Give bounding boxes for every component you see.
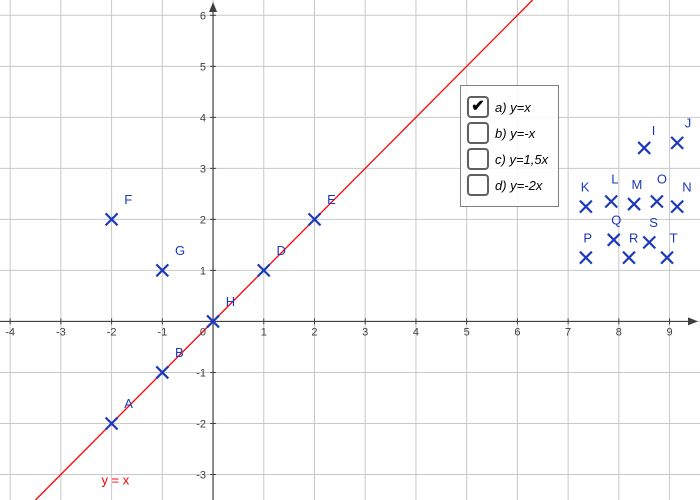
- chart-svg[interactable]: -4 -3 -2 -1 1 2 3 4 5 6 7 8 9 -3 -2 -1 1 2 3 4 5 6 0 y = x A B D E F…: [0, 0, 700, 500]
- x-tick-label: 2: [311, 326, 317, 338]
- x-tick-label: 1: [261, 326, 267, 338]
- point-label-O: O: [657, 172, 667, 187]
- y-tick-label: 4: [200, 112, 206, 124]
- point-label-D: D: [276, 243, 285, 258]
- point-label-L: L: [611, 172, 618, 187]
- x-tick-label: -2: [107, 326, 117, 338]
- legend-checkbox-1[interactable]: [467, 122, 489, 144]
- point-label-A: A: [124, 396, 133, 411]
- x-tick-label: 8: [616, 326, 622, 338]
- legend-checkbox-3[interactable]: [467, 174, 489, 196]
- x-tick-label: 4: [413, 326, 419, 338]
- point-S[interactable]: [643, 236, 655, 248]
- point-O[interactable]: [651, 196, 663, 208]
- point-N[interactable]: [671, 201, 683, 213]
- legend-checkbox-2[interactable]: [467, 148, 489, 170]
- legend-label-1: b) y=-x: [495, 126, 535, 141]
- x-tick-label: -1: [157, 326, 167, 338]
- legend-label-0: a) y=x: [495, 100, 531, 115]
- point-M[interactable]: [628, 198, 640, 210]
- legend-row-1: b) y=-x: [467, 122, 548, 144]
- point-I[interactable]: [638, 142, 650, 154]
- y-tick-label: 5: [200, 61, 206, 73]
- x-tick-label: 6: [514, 326, 520, 338]
- point-label-I: I: [652, 123, 656, 138]
- y-tick-label: 1: [200, 265, 206, 277]
- point-T[interactable]: [661, 252, 673, 264]
- x-axis-arrow: [688, 317, 698, 325]
- point-label-K: K: [581, 179, 590, 194]
- x-tick-label: 3: [362, 326, 368, 338]
- point-label-J: J: [685, 116, 692, 131]
- x-tick-label: 7: [565, 326, 571, 338]
- x-tick-label: -3: [56, 326, 66, 338]
- x-tick-label: 9: [667, 326, 673, 338]
- point-label-G: G: [175, 243, 185, 258]
- y-tick-label: -2: [196, 418, 206, 430]
- y-tick-label: -1: [196, 367, 206, 379]
- y-tick-label: -3: [196, 469, 206, 481]
- y-tick-label: 2: [200, 214, 206, 226]
- point-label-H: H: [226, 294, 235, 309]
- point-label-N: N: [682, 179, 691, 194]
- point-label-R: R: [629, 230, 638, 245]
- point-R[interactable]: [623, 252, 635, 264]
- x-tick-label: -4: [5, 326, 15, 338]
- line-label: y = x: [101, 473, 129, 488]
- point-label-S: S: [649, 215, 658, 230]
- point-label-T: T: [670, 230, 678, 245]
- point-label-B: B: [175, 345, 184, 360]
- legend-checkbox-0[interactable]: ✔: [467, 96, 489, 118]
- x-tick-label: 5: [464, 326, 470, 338]
- point-P[interactable]: [580, 252, 592, 264]
- chart-container: -4 -3 -2 -1 1 2 3 4 5 6 7 8 9 -3 -2 -1 1 2 3 4 5 6 0 y = x A B D E F…: [0, 0, 700, 500]
- point-J[interactable]: [671, 137, 683, 149]
- legend-panel: ✔ a) y=x b) y=-x c) y=1,5x d) y=-2x: [460, 85, 559, 207]
- point-label-E: E: [327, 192, 336, 207]
- legend-label-3: d) y=-2x: [495, 178, 542, 193]
- origin-label: 0: [200, 326, 206, 338]
- point-label-F: F: [124, 192, 132, 207]
- legend-label-2: c) y=1,5x: [495, 152, 548, 167]
- legend-row-3: d) y=-2x: [467, 174, 548, 196]
- y-tick-label: 3: [200, 163, 206, 175]
- point-K[interactable]: [580, 201, 592, 213]
- point-L[interactable]: [605, 196, 617, 208]
- legend-row-0: ✔ a) y=x: [467, 96, 548, 118]
- point-label-P: P: [583, 230, 592, 245]
- point-Q[interactable]: [608, 234, 620, 246]
- point-label-M: M: [632, 177, 643, 192]
- y-axis-arrow: [209, 2, 217, 12]
- legend-row-2: c) y=1,5x: [467, 148, 548, 170]
- y-tick-label: 6: [200, 10, 206, 22]
- point-label-Q: Q: [611, 212, 621, 227]
